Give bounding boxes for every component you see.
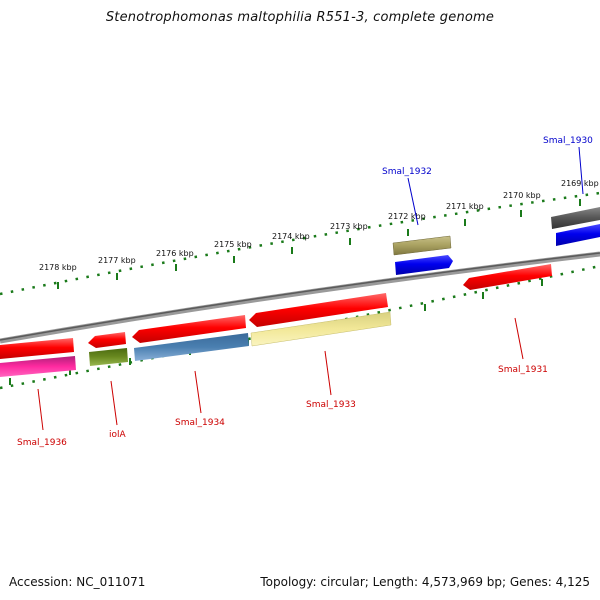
gene-iola[interactable] — [88, 332, 128, 366]
genome-summary-text: Topology: circular; Length: 4,573,969 bp… — [260, 575, 590, 589]
connector-line — [324, 350, 332, 396]
label-connectors — [37, 146, 584, 431]
outer-tick-track — [0, 191, 600, 296]
gene-arrow[interactable] — [395, 255, 453, 275]
gene-arrow[interactable] — [392, 235, 452, 256]
gene-label-smal-1934[interactable]: Smal_1934 — [175, 418, 225, 428]
gene-smal-1936[interactable] — [0, 338, 76, 377]
gene-arrow[interactable] — [0, 356, 76, 377]
connector-line — [110, 380, 118, 426]
genome-title: Stenotrophomonas maltophilia R551-3, com… — [105, 10, 495, 25]
gene-arrow[interactable] — [463, 264, 552, 290]
kbp-label: 2175 kbp — [214, 240, 252, 249]
gene-smal-1930-track[interactable] — [551, 207, 600, 246]
kbp-label: 2173 kbp — [330, 222, 368, 231]
gene-arrow[interactable] — [89, 348, 128, 366]
connector-line — [37, 388, 44, 431]
connector-line — [514, 317, 524, 360]
gene-label-smal-1930[interactable]: Smal_1930 — [543, 136, 593, 146]
kbp-label: 2171 kbp — [446, 202, 484, 211]
connector-line — [407, 177, 419, 226]
gene-smal-1931[interactable] — [463, 264, 552, 290]
gene-label-smal-1936[interactable]: Smal_1936 — [17, 438, 67, 448]
gene-arrow[interactable] — [250, 311, 392, 347]
kbp-label: 2176 kbp — [156, 249, 194, 258]
gene-smal-1934[interactable] — [132, 315, 249, 361]
gene-arrow[interactable] — [556, 224, 600, 246]
gene-label-smal-1932[interactable]: Smal_1932 — [382, 167, 432, 177]
gene-arrow[interactable] — [0, 338, 74, 359]
gene-arrow[interactable] — [551, 207, 600, 229]
kbp-label: 2170 kbp — [503, 191, 541, 200]
accession-text: Accession: NC_011071 — [9, 575, 146, 589]
kbp-labels: 2178 kbp 2177 kbp 2176 kbp 2175 kbp 2174… — [39, 179, 599, 272]
gene-arrow[interactable] — [88, 332, 126, 348]
connector-line — [194, 370, 202, 414]
kbp-label: 2178 kbp — [39, 263, 77, 272]
gene-labels: Smal_1930 Smal_1932 Smal_1931 Smal_1933 … — [17, 136, 593, 448]
gene-arrow[interactable] — [134, 333, 249, 361]
gene-label-iola[interactable]: iolA — [109, 430, 127, 440]
kbp-label: 2174 kbp — [272, 232, 310, 241]
gene-label-smal-1931[interactable]: Smal_1931 — [498, 365, 548, 375]
gene-label-smal-1933[interactable]: Smal_1933 — [306, 400, 356, 410]
gene-smal-1933[interactable] — [249, 293, 392, 347]
genome-backbone — [0, 251, 600, 344]
gene-arrow[interactable] — [132, 315, 246, 343]
kbp-label: 2172 kbp — [388, 212, 426, 221]
gene-smal-1932-track[interactable] — [392, 235, 453, 275]
kbp-label: 2177 kbp — [98, 256, 136, 265]
kbp-label: 2169 kbp — [561, 179, 599, 188]
connector-line — [578, 146, 584, 195]
gene-arrow[interactable] — [249, 293, 388, 327]
